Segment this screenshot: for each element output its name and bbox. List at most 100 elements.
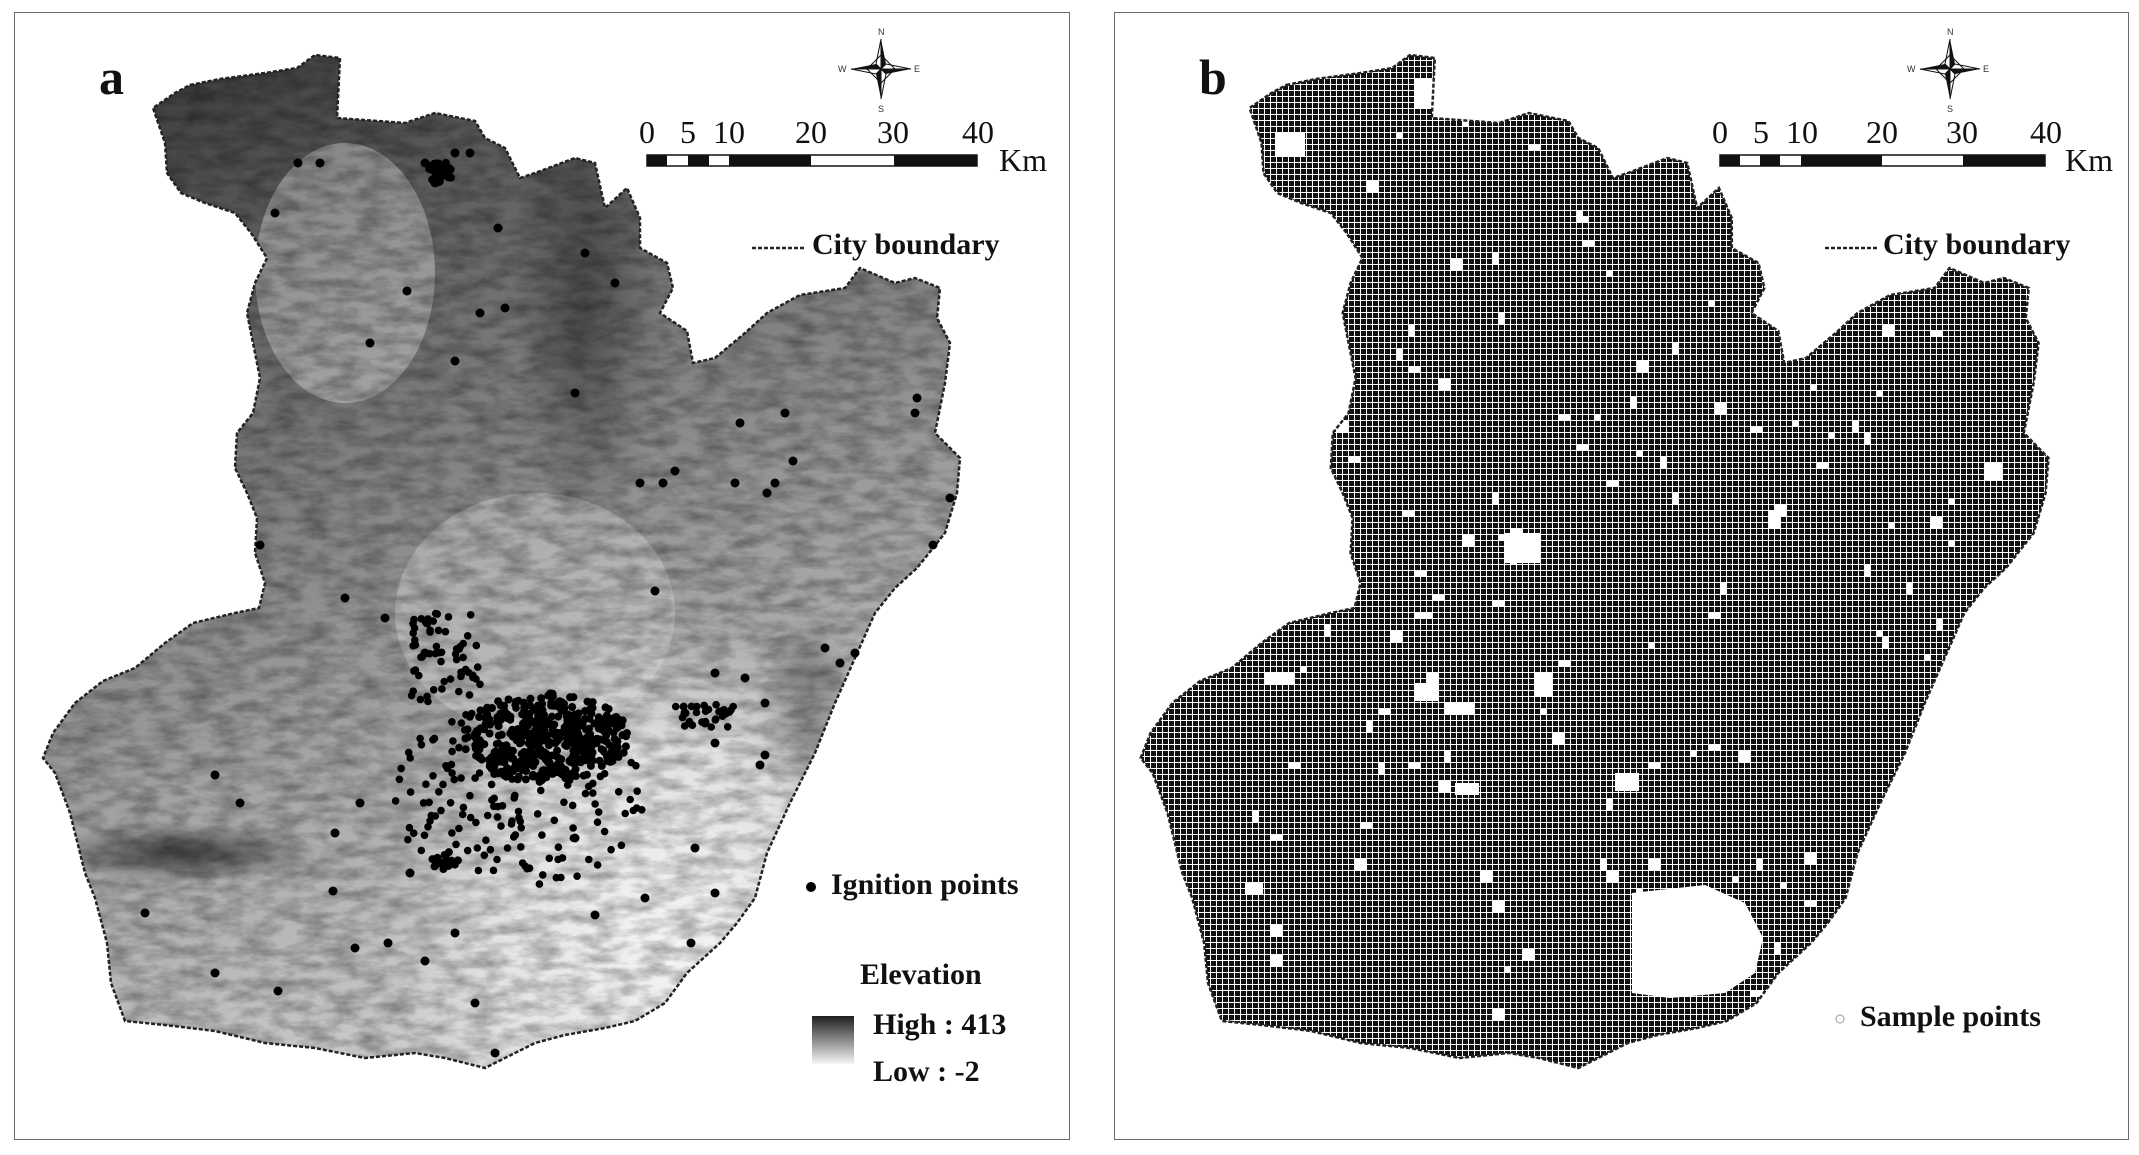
ignition-point [418,653,426,661]
grid-gap-cell [1709,745,1721,751]
elevation-legend-title: Elevation [860,958,982,991]
ignition-point [565,730,574,739]
ignition-point [444,848,453,857]
ignition-point [589,789,597,797]
ignition-point [585,855,593,864]
city-boundary-line [41,53,962,1070]
ignition-point [549,728,558,737]
ignition-point [690,843,700,853]
scale-tick-30: 30 [1946,114,1978,150]
grid-gap-cell [1871,871,1877,883]
ignition-point [528,771,537,780]
ignition-point [503,710,512,719]
ignition-point [563,781,572,789]
grid-gap-cell [1403,511,1415,517]
ignition-point [406,788,415,796]
grid-gap-cell [1577,211,1583,217]
grid-gap-cell [1245,883,1263,895]
grid-gap-cell [1493,1009,1505,1021]
grid-gap-cell [1553,733,1565,745]
grid-gap-cell [2045,859,2049,871]
ignition-point [525,737,534,746]
ignition-point [523,760,532,769]
ignition-point [461,745,470,754]
ignition-point [635,478,645,488]
ignition-point [602,711,611,720]
grid-gap-cell [1439,379,1451,391]
ignition-point [573,872,581,880]
grid-gap-cell [1301,1033,1307,1039]
ignition-point [459,803,468,812]
grid-gap-cell [1535,673,1553,697]
grid-gap-cell [1319,487,1325,493]
grid-gap-cell [1499,535,1505,541]
grid-gap-cell [1805,313,1817,319]
ignition-point [410,667,418,675]
ignition-point [680,702,688,711]
grid-gap-cell [1211,163,1217,169]
compass-e: E [1983,64,1989,74]
ignition-point [458,810,467,819]
ignition-point [448,769,456,777]
panel-letter-b: b [1199,49,1227,105]
ignition-point [429,772,437,780]
ignition-point [591,800,599,808]
grid-gap-cell [1631,397,1637,409]
ignition-point [455,824,463,833]
grid-gap-cell [1493,601,1505,607]
ignition-point [405,868,415,878]
grid-gap-cell [1637,451,1643,457]
north-arrow-icon: N S E W [1907,27,1989,114]
ignition-point [542,755,551,764]
scale-tick-10: 10 [1786,114,1818,150]
ignition-point [506,729,515,738]
ignition-point [618,731,627,740]
grid-gap-cell [1781,883,1787,889]
ignition-point [571,749,580,758]
ignition-point [490,761,499,770]
ignition-point [315,158,325,168]
ignition-point [609,728,618,737]
grid-gap-cell [1931,331,1943,337]
ignition-point [560,798,568,807]
ignition-point [658,478,668,488]
ignition-point [480,725,489,734]
ignition-point [585,724,593,733]
ignition-point [607,751,616,760]
ignition-point [537,774,546,783]
grid-gap-cell [1175,571,1187,577]
grid-gap-cell [1433,595,1445,601]
ignition-point [589,779,597,788]
grid-gap-cell [1427,673,1439,685]
ignition-point [912,393,922,403]
ignition-point [633,787,641,795]
ignition-point [427,811,436,820]
grid-gap-cell [1275,133,1305,157]
ignition-point [500,758,509,767]
ignition-point [621,742,630,751]
ignition-point [514,696,523,705]
ignition-point [328,886,338,896]
ignition-point [569,824,577,832]
ignition-point [417,741,426,749]
ignition-point [475,308,485,318]
ignition-point [210,968,220,978]
grid-gap-cell [1271,925,1283,937]
grid-gap-cell [1979,649,1985,655]
grid-gap-cell [1607,481,1619,487]
scale-tick-20: 20 [1866,114,1898,150]
ignition-point [566,758,575,766]
ignition-point [504,695,513,704]
ignition-point [770,478,780,488]
grid-gap-cell [1865,565,1871,577]
ignition-point [517,824,525,832]
ignition-point [554,753,563,762]
ignition-point [718,712,727,720]
ignition-point [429,736,437,744]
ignition-point [707,723,715,731]
ignition-point [480,851,489,860]
ignition-point [424,697,432,706]
ignition-point [350,943,360,953]
ignition-point [670,466,680,476]
ignition-point [514,772,523,781]
